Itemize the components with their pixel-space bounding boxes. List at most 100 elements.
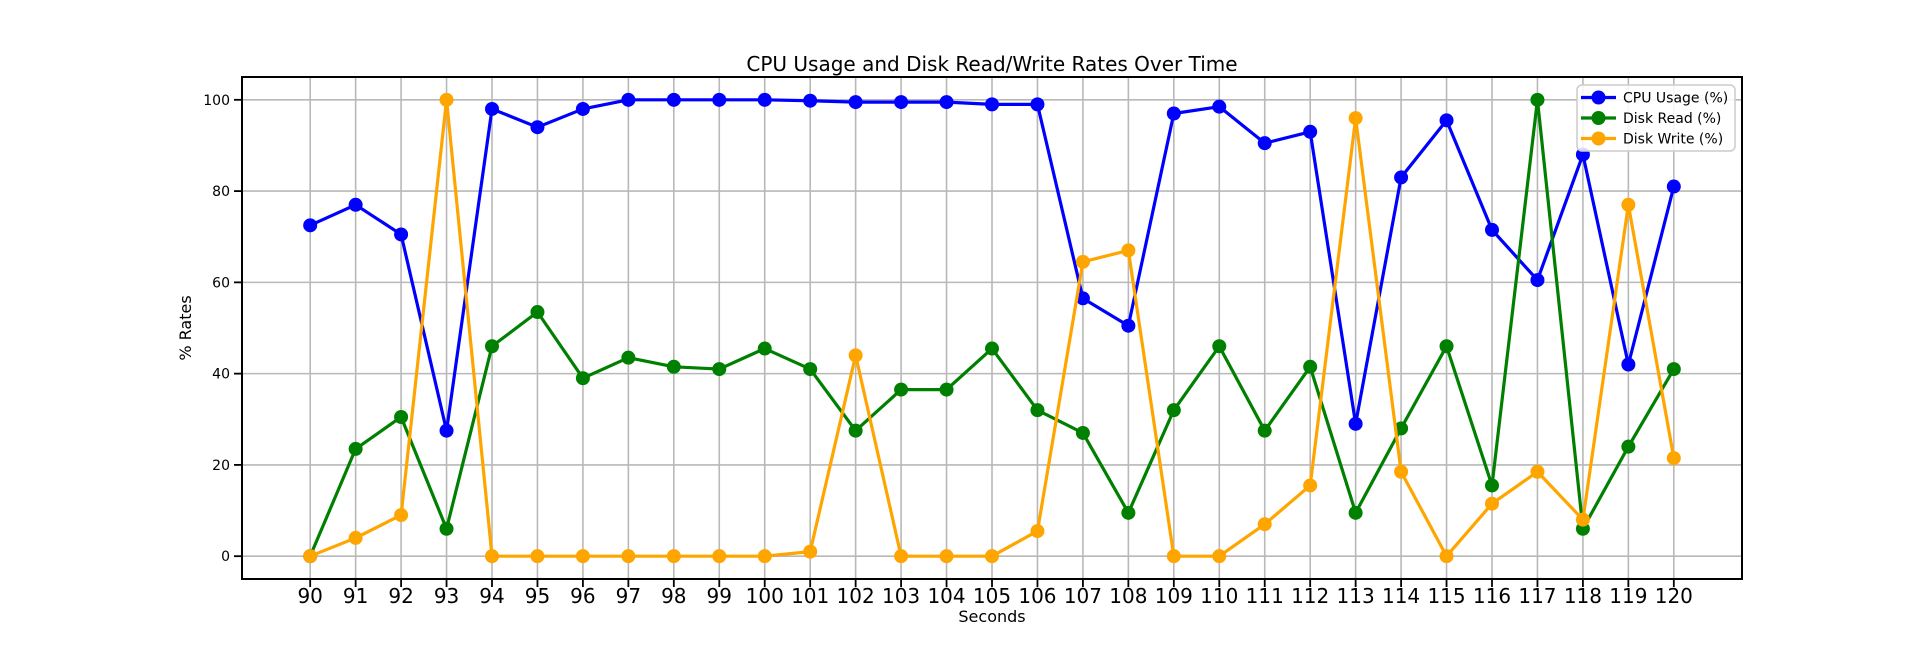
x-tick-label: 99	[707, 584, 732, 608]
disk-read-data-point	[985, 341, 999, 356]
disk-write-data-point	[757, 549, 772, 564]
disk-write-data-point	[666, 549, 681, 564]
cpu-usage-data-point	[1030, 97, 1045, 112]
cpu-usage-data-point	[894, 95, 909, 110]
disk-write-data-point	[1212, 549, 1227, 564]
x-tick-label: 102	[837, 584, 875, 608]
disk-write-data-point	[530, 549, 545, 564]
disk-write-data-point	[621, 549, 636, 564]
disk-read-data-point	[1348, 505, 1363, 520]
x-tick-label: 118	[1564, 584, 1602, 608]
disk-write-data-point	[894, 549, 909, 564]
disk-write-data-point	[1621, 197, 1636, 212]
y-tick-label: 0	[221, 549, 230, 565]
disk-read-data-point	[1121, 505, 1136, 520]
disk-read-data-point	[1666, 362, 1681, 377]
x-tick-label: 91	[343, 584, 368, 608]
disk-write-data-point	[1166, 549, 1181, 564]
cpu-usage-data-point	[1121, 318, 1136, 333]
disk-write-data-point	[939, 549, 954, 564]
cpu-usage-data-point	[1075, 291, 1090, 306]
x-tick-label: 109	[1155, 584, 1193, 608]
x-tick-label: 105	[973, 584, 1011, 608]
disk-write-data-point	[394, 508, 409, 523]
cpu-usage-data-point	[621, 92, 636, 107]
x-tick-label: 108	[1109, 584, 1147, 608]
cpu-usage-data-point	[757, 92, 772, 107]
x-tick-label: 120	[1655, 584, 1693, 608]
x-tick-label: 100	[746, 584, 784, 608]
disk-read-data-point	[1485, 478, 1499, 493]
cpu-usage-data-point	[1530, 273, 1545, 288]
x-tick-label: 107	[1064, 584, 1102, 608]
disk-read-data-point	[1439, 339, 1454, 354]
y-tick-label: 80	[212, 184, 230, 200]
disk-read-data-point	[803, 362, 818, 377]
legend-box	[1576, 84, 1736, 152]
disk-write-data-point	[1075, 254, 1090, 269]
cpu-usage-data-point	[439, 423, 454, 438]
disk-read-data-point	[485, 339, 499, 354]
disk-write-data-point	[575, 549, 590, 564]
x-tick-label: 114	[1382, 584, 1420, 608]
disk-read-data-point	[530, 305, 545, 320]
disk-write-data-point	[485, 549, 499, 564]
disk-read-data-point	[894, 382, 909, 397]
disk-read-data-point	[621, 350, 636, 365]
disk-write-data-point	[803, 544, 818, 559]
cpu-usage-data-point	[530, 120, 545, 135]
disk-read-data-point	[1075, 425, 1090, 440]
disk-read-data-point	[394, 409, 409, 424]
y-tick-label: 100	[203, 93, 230, 109]
x-tick-label: 92	[388, 584, 413, 608]
cpu-usage-data-point	[985, 97, 999, 112]
legend-marker-dot	[1591, 111, 1606, 125]
disk-read-data-point	[757, 341, 772, 356]
x-tick-label: 96	[570, 584, 595, 608]
cpu-usage-data-point	[1666, 179, 1681, 194]
disk-read-data-point	[1303, 359, 1318, 374]
plot-area: 90 91 92 93 94 95 96 97 98 99 100 101 102 103 104 105 10…	[203, 76, 1743, 608]
cpu-usage-data-point	[575, 101, 590, 116]
disk-write-data-point	[1348, 111, 1363, 126]
disk-read-data-point	[848, 423, 863, 438]
legend-label: Disk Write (%)	[1623, 132, 1723, 148]
x-tick-label: 95	[525, 584, 550, 608]
cpu-usage-data-point	[939, 95, 954, 110]
legend-label: CPU Usage (%)	[1623, 91, 1728, 107]
x-tick-label: 101	[791, 584, 829, 608]
cpu-usage-data-point	[803, 93, 818, 108]
disk-read-data-point	[348, 441, 363, 456]
disk-write-data-point	[1439, 549, 1454, 564]
disk-write-data-point	[1394, 464, 1409, 479]
chart-title: CPU Usage and Disk Read/Write Rates Over…	[746, 52, 1237, 76]
x-tick-label: 113	[1337, 584, 1375, 608]
disk-write-data-point	[1485, 496, 1499, 511]
x-tick-label: 106	[1018, 584, 1056, 608]
x-tick-label: 93	[434, 584, 459, 608]
legend: CPU Usage (%) Disk Read (%) Disk Write (%)	[1576, 84, 1736, 152]
disk-read-data-point	[1394, 421, 1409, 436]
x-tick-label: 116	[1473, 584, 1511, 608]
x-tick-label: 90	[297, 584, 322, 608]
disk-read-data-point	[439, 521, 454, 536]
legend-marker-dot	[1591, 90, 1606, 105]
cpu-usage-data-point	[1621, 357, 1636, 372]
disk-write-data-point	[1530, 464, 1545, 479]
disk-write-data-point	[303, 549, 318, 564]
cpu-usage-data-point	[1485, 222, 1499, 237]
disk-write-data-point	[1666, 451, 1681, 466]
cpu-usage-data-point	[1303, 124, 1318, 139]
x-tick-label: 115	[1427, 584, 1465, 608]
x-tick-label: 117	[1518, 584, 1556, 608]
disk-read-data-point	[1530, 92, 1545, 107]
disk-write-data-point	[1303, 478, 1318, 493]
x-tick-label: 104	[927, 584, 965, 608]
y-tick-label: 40	[212, 367, 230, 383]
disk-read-data-point	[666, 359, 681, 374]
y-tick-label: 20	[212, 458, 230, 474]
cpu-usage-data-point	[1394, 170, 1409, 185]
x-tick-label: 97	[616, 584, 641, 608]
y-tick-label: 60	[212, 275, 230, 291]
